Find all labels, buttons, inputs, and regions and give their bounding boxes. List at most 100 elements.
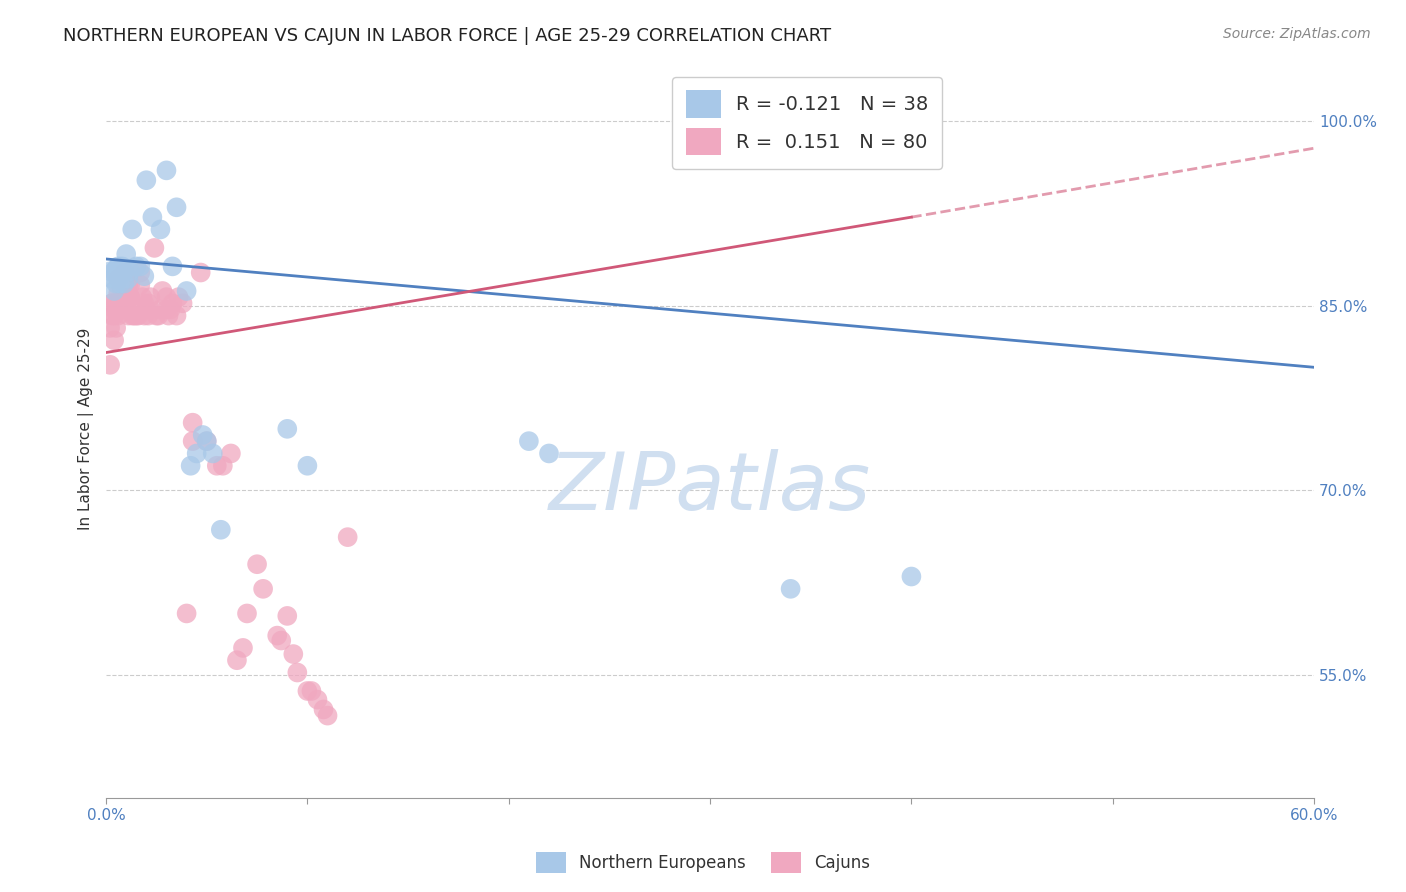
Point: [112, 277, 135, 292]
Point: [112, 266, 135, 280]
Point: [105, 277, 128, 291]
Point: [107, 260, 129, 274]
Point: [176, 607, 198, 621]
Point: [131, 290, 153, 304]
Point: [191, 428, 214, 442]
Point: [107, 271, 129, 285]
Point: [115, 247, 138, 261]
Point: [98, 358, 121, 372]
Point: [120, 290, 142, 304]
Point: [297, 458, 319, 473]
Point: [285, 665, 308, 680]
Point: [316, 708, 339, 723]
Point: [157, 309, 180, 323]
Point: [115, 296, 138, 310]
Point: [155, 163, 177, 178]
Point: [115, 284, 138, 298]
Point: [103, 264, 125, 278]
Point: [180, 458, 202, 473]
Point: [127, 309, 149, 323]
Point: [108, 271, 131, 285]
Point: [155, 302, 177, 317]
Point: [101, 296, 124, 310]
Point: [105, 321, 128, 335]
Point: [312, 702, 335, 716]
Point: [195, 434, 218, 449]
Point: [205, 458, 228, 473]
Point: [162, 260, 184, 274]
Point: [98, 321, 121, 335]
Point: [266, 629, 288, 643]
Point: [143, 241, 166, 255]
Point: [103, 333, 125, 347]
Point: [141, 210, 163, 224]
Point: [276, 608, 298, 623]
Point: [181, 416, 204, 430]
Point: [105, 305, 128, 319]
Point: [105, 296, 128, 310]
Point: [195, 434, 218, 449]
Legend: R = -0.121   N = 38, R =  0.151   N = 80: R = -0.121 N = 38, R = 0.151 N = 80: [672, 77, 942, 169]
Point: [190, 266, 212, 280]
Point: [149, 222, 172, 236]
Point: [117, 271, 139, 285]
Point: [138, 296, 160, 310]
Point: [139, 290, 162, 304]
Point: [297, 684, 319, 698]
Point: [134, 269, 156, 284]
Point: [236, 607, 259, 621]
Point: [211, 458, 233, 473]
Point: [252, 582, 274, 596]
Point: [129, 266, 152, 280]
Point: [779, 582, 801, 596]
Point: [162, 296, 184, 310]
Point: [117, 277, 139, 292]
Point: [148, 309, 170, 323]
Point: [129, 277, 152, 292]
Point: [537, 446, 560, 460]
Text: NORTHERN EUROPEAN VS CAJUN IN LABOR FORCE | AGE 25-29 CORRELATION CHART: NORTHERN EUROPEAN VS CAJUN IN LABOR FORC…: [63, 27, 831, 45]
Point: [121, 222, 143, 236]
Point: [112, 264, 135, 278]
Point: [112, 290, 135, 304]
Point: [134, 296, 156, 310]
Point: [246, 558, 269, 572]
Point: [120, 264, 142, 278]
Point: [159, 302, 181, 317]
Point: [108, 267, 131, 281]
Point: [186, 446, 208, 460]
Point: [111, 260, 134, 274]
Point: [101, 309, 124, 323]
Point: [152, 284, 174, 298]
Point: [201, 446, 224, 460]
Point: [172, 296, 194, 310]
Point: [900, 569, 922, 583]
Y-axis label: In Labor Force | Age 25-29: In Labor Force | Age 25-29: [79, 327, 94, 530]
Point: [270, 633, 292, 648]
Point: [108, 296, 131, 310]
Point: [276, 422, 298, 436]
Point: [517, 434, 540, 449]
Point: [209, 523, 232, 537]
Point: [129, 260, 152, 274]
Point: [117, 309, 139, 323]
Point: [226, 653, 249, 667]
Point: [111, 284, 134, 298]
Point: [125, 309, 148, 323]
Point: [301, 684, 323, 698]
Point: [101, 296, 124, 310]
Point: [111, 302, 134, 317]
Point: [122, 309, 145, 323]
Text: ZIPatlas: ZIPatlas: [548, 449, 872, 527]
Point: [166, 200, 188, 214]
Point: [101, 271, 124, 285]
Point: [98, 264, 121, 278]
Point: [121, 296, 143, 310]
Point: [107, 309, 129, 323]
Text: Source: ZipAtlas.com: Source: ZipAtlas.com: [1223, 27, 1371, 41]
Point: [134, 309, 156, 323]
Point: [232, 640, 254, 655]
Point: [107, 271, 129, 285]
Point: [283, 647, 305, 661]
Point: [103, 284, 125, 298]
